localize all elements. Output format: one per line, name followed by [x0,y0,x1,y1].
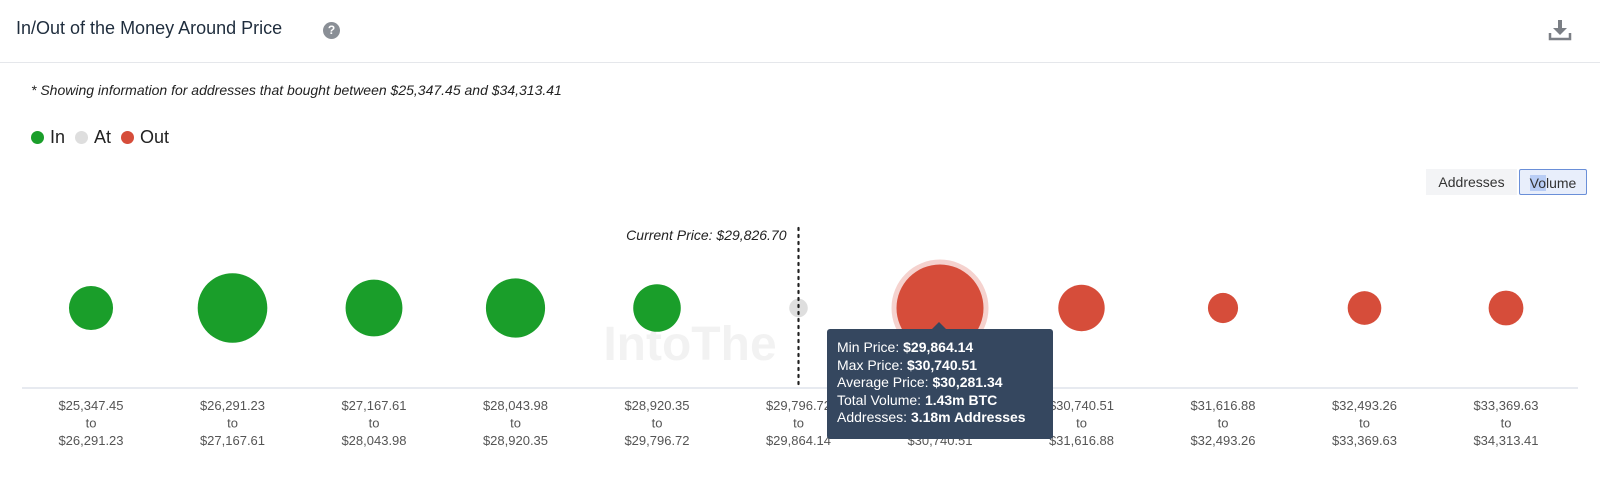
tooltip-label: Addresses: [837,409,911,426]
download-icon[interactable] [1548,18,1572,42]
tick-label-from: $32,493.26 [1332,398,1397,413]
current-price-label: Current Price: $29,826.70 [626,227,787,243]
tooltip-value: 1.43m BTC [924,391,998,408]
tick-label-from: $29,796.72 [766,398,831,413]
tick-label-from: $25,347.45 [58,398,123,413]
legend-label-in: In [50,126,66,147]
tooltip-value: $30,740.51 [907,356,978,373]
tick-label-connector: to [1501,416,1512,431]
tick-label-to: $26,291.23 [58,433,123,448]
bucket-tooltip: Min Price: $29,864.14 Max Price: $30,740… [827,322,1053,439]
tick-label-to: $29,864.14 [766,433,831,448]
bubble-out[interactable] [1488,290,1524,326]
tooltip-row-addresses: Addresses: 3.18m Addresses [837,409,1053,427]
legend-label-out: Out [140,126,170,147]
tooltip-label: Total Volume: [837,391,925,408]
tick-label-to: $28,920.35 [483,433,548,448]
legend-dot-in [31,130,44,144]
tick-label-to: $29,796.72 [624,433,689,448]
range-note: * Showing information for addresses that… [31,82,562,98]
watermark-text: IntoThe [603,318,776,371]
volume-toggle-button[interactable]: Volume [1519,169,1587,195]
tooltip-value: $29,864.14 [903,339,974,355]
legend-label-at: At [94,126,112,147]
tick-label-from: $33,369.63 [1473,398,1538,413]
volume-label-highlight: Vo [1529,175,1546,191]
legend-dot-out [121,130,135,144]
page-title: In/Out of the Money Around Price [16,18,283,38]
tooltip-row-max-price: Max Price: $30,740.51 [837,357,1053,375]
tick-label-to: $27,167.61 [200,433,265,448]
bubble-out[interactable] [1347,291,1382,325]
tick-label-connector: to [86,416,97,431]
tooltip-label: Max Price: [837,356,908,373]
tooltip-row-average-price: Average Price: $30,281.34 [837,374,1053,392]
bubble-out[interactable] [1207,292,1239,324]
tick-label-from: $30,740.51 [1049,398,1114,413]
tick-label-from: $28,043.98 [483,398,548,413]
tooltip-row-min-price: Min Price: $29,864.14 [837,339,1053,357]
tooltip-value: $30,281.34 [932,374,1003,391]
tick-label-to: $32,493.26 [1190,433,1255,448]
tooltip-label: Min Price: [837,339,904,355]
tick-label-connector: to [1076,416,1087,431]
tick-label-to: $28,043.98 [341,433,406,448]
bubble-out[interactable] [1058,284,1105,332]
tick-label-from: $28,920.35 [624,398,689,413]
legend-item-out[interactable]: Out [121,127,169,148]
legend-item-in[interactable]: In [31,127,65,148]
tick-label-to: $33,369.63 [1332,433,1397,448]
tick-label-connector: to [369,416,380,431]
tick-label-connector: to [1218,416,1229,431]
tooltip-label: Average Price: [837,374,933,391]
bubble-in[interactable] [68,285,114,331]
tooltip-row-total-volume: Total Volume: 1.43m BTC [837,392,1053,410]
bubble-in[interactable] [345,279,403,337]
chart-header: In/Out of the Money Around Price ? [0,0,1600,63]
legend-dot-at [75,130,89,144]
legend-item-at[interactable]: At [75,127,111,148]
tick-label-connector: to [227,416,238,431]
tick-label-from: $31,616.88 [1190,398,1255,413]
tick-label-connector: to [793,416,804,431]
tick-label-connector: to [1359,416,1370,431]
legend: In At Out [31,125,179,149]
tick-label-to: $34,313.41 [1473,433,1538,448]
tick-label-connector: to [510,416,521,431]
bubble-in[interactable] [197,273,268,343]
question-circle-icon[interactable]: ? [323,22,340,39]
tooltip-value: 3.18m Addresses [910,409,1026,426]
addresses-toggle-button[interactable]: Addresses [1426,169,1517,195]
tick-label-to: $31,616.88 [1049,433,1114,448]
tick-label-from: $26,291.23 [200,398,265,413]
tick-label-connector: to [652,416,663,431]
volume-label-rest: lume [1546,175,1577,191]
bubble-in[interactable] [633,284,681,332]
bubble-in[interactable] [485,278,546,338]
tick-label-from: $27,167.61 [341,398,406,413]
